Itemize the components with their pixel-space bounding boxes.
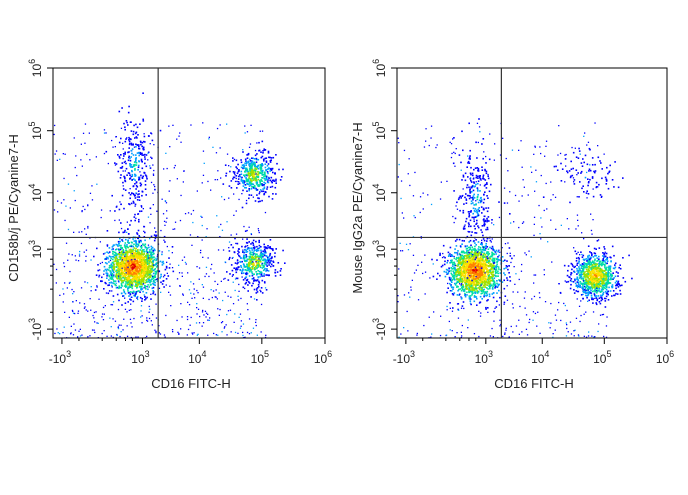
y-axis-label: CD158b/j PE/Cyanine7-H (6, 134, 21, 281)
x-tick-label: -103 (393, 349, 415, 366)
background-events (397, 122, 607, 339)
flow-plot-right: -103 103 104 105 106 -103 103 104 105 106 CD16 FIT… (344, 0, 688, 490)
y-tick-label: 104 (371, 184, 388, 202)
y-tick-label: 106 (27, 59, 44, 77)
y-tick-label: -103 (371, 318, 388, 340)
plot-frame (397, 68, 667, 338)
x-axis-label: CD16 FITC-H (494, 376, 573, 391)
x-tick-label: 105 (593, 349, 611, 366)
x-tick-label: 103 (131, 349, 149, 366)
flow-plot-left: -103 103 104 105 106 -103 103 104 105 106 CD16 FIT… (0, 0, 344, 490)
flow-plot-right-svg: -103 103 104 105 106 -103 103 104 105 106 CD16 FIT… (344, 0, 688, 490)
population-2 (223, 141, 284, 209)
y-tick-label: 105 (371, 122, 388, 140)
y-tick-label: 106 (371, 59, 388, 77)
population-3 (543, 148, 624, 204)
y-tick-label: 105 (27, 122, 44, 140)
y-axis-label: Mouse IgG2a PE/Cyanine7-H (350, 122, 365, 293)
population-0 (431, 227, 513, 313)
y-tick-label: 103 (27, 240, 44, 258)
x-axis-label: CD16 FITC-H (151, 376, 230, 391)
y-tick-label: -103 (27, 318, 44, 340)
plot-frame (53, 68, 325, 338)
y-tick-label: 104 (27, 184, 44, 202)
background-events (53, 122, 266, 339)
population-1 (106, 92, 162, 234)
x-tick-label: 104 (188, 349, 206, 366)
event-dots (397, 118, 632, 339)
population-0 (93, 222, 174, 306)
x-tick-label: -103 (49, 349, 71, 366)
x-tick-label: 105 (251, 349, 269, 366)
flow-plot-left-svg: -103 103 104 105 106 -103 103 104 105 106 CD16 FIT… (0, 0, 344, 490)
population-2 (560, 240, 633, 308)
y-tick-label: 103 (371, 240, 388, 258)
x-tick-label: 103 (475, 349, 493, 366)
event-dots (53, 92, 285, 339)
x-tick-label: 106 (656, 349, 674, 366)
x-tick-label: 104 (531, 349, 549, 366)
x-tick-label: 106 (314, 349, 332, 366)
